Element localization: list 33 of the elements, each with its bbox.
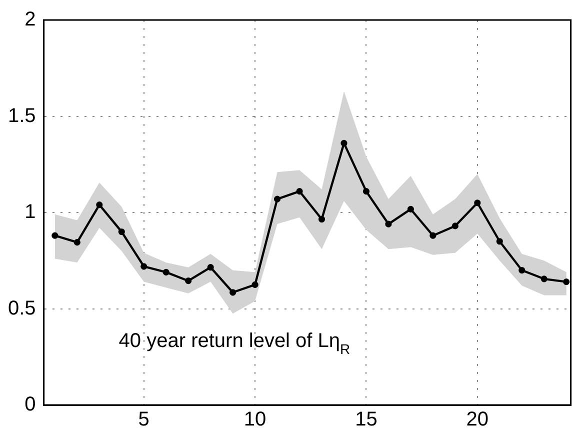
point — [340, 140, 348, 146]
x-tick-label: 15 — [355, 408, 378, 431]
x-tick-label: 20 — [466, 408, 489, 431]
point — [207, 264, 214, 271]
point — [496, 238, 503, 245]
y-tick-label: 0.5 — [8, 297, 36, 320]
point — [518, 266, 526, 274]
y-tick-label: 0 — [24, 394, 36, 416]
point — [362, 188, 370, 195]
point — [474, 200, 481, 206]
point — [385, 220, 392, 228]
point — [407, 206, 414, 213]
point — [140, 263, 148, 270]
point — [96, 202, 103, 208]
point — [230, 289, 236, 296]
point — [318, 216, 326, 223]
point — [274, 196, 281, 202]
point — [52, 232, 58, 239]
x-tick-label: 5 — [138, 408, 150, 431]
point — [430, 232, 436, 239]
point — [185, 278, 192, 284]
point — [540, 276, 548, 282]
point — [118, 228, 125, 236]
x-tick-label: 10 — [244, 408, 266, 431]
point — [252, 281, 258, 288]
point — [162, 268, 170, 276]
y-tick-label: 1.5 — [8, 104, 36, 127]
point — [563, 278, 570, 286]
point — [296, 188, 303, 195]
point — [74, 239, 80, 246]
point — [452, 222, 458, 230]
y-tick-label: 2 — [24, 8, 36, 31]
y-tick-label: 1 — [24, 201, 36, 224]
